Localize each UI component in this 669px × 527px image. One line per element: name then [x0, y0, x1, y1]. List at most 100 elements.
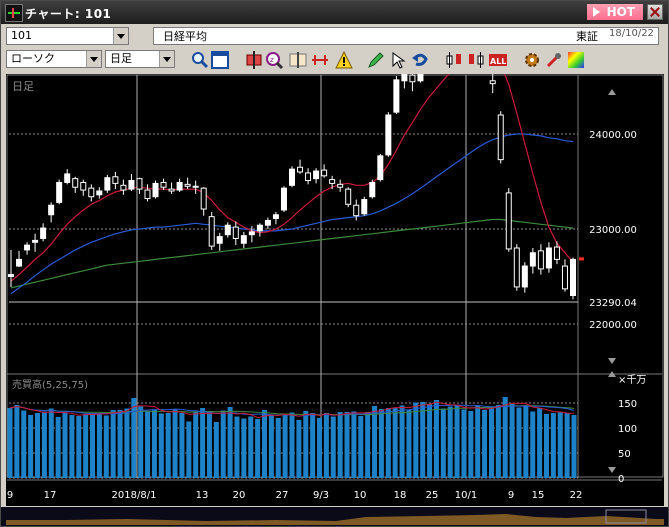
volume-bar [550, 413, 556, 478]
volume-tick-label: 0 [618, 474, 624, 485]
volume-bar [323, 413, 329, 478]
candle-body [497, 114, 504, 161]
search-icon[interactable] [191, 51, 209, 69]
stock-name: 日経平均 [163, 30, 207, 43]
volume-bar [35, 413, 41, 478]
wrench-icon[interactable] [545, 51, 563, 69]
candle-body [24, 244, 31, 251]
close-button[interactable] [647, 4, 663, 20]
color-icon[interactable] [567, 51, 585, 69]
last-price-marker [579, 257, 584, 261]
volume-bar [523, 405, 529, 478]
volume-bar [62, 413, 68, 478]
candle-body [128, 180, 135, 190]
volume-bar [21, 410, 27, 478]
volume-bar [172, 409, 178, 478]
candle-body [321, 169, 328, 177]
volume-tick-label: 100 [618, 424, 637, 435]
candle-body [561, 265, 568, 290]
moving-average-lines [10, 74, 574, 295]
x-tick-label: 18 [394, 490, 407, 501]
chart-type-select[interactable]: ローソク [6, 50, 102, 68]
stock-chart[interactable]: 24000.00 23000.00 22000.00 23290.04 150 100 50… [6, 74, 664, 506]
volume-bar [530, 411, 536, 478]
volume-bar [96, 413, 102, 478]
candle-body [385, 114, 392, 156]
undo-icon[interactable] [411, 51, 429, 69]
volume-bar [454, 405, 460, 478]
crosshair-icon[interactable] [289, 51, 307, 69]
candle-body [272, 214, 279, 220]
candle-body [361, 199, 368, 215]
volume-bar [213, 422, 219, 478]
candle-body [88, 187, 95, 198]
chevron-down-icon[interactable] [159, 51, 174, 67]
volume-bar [516, 407, 522, 478]
hot-button[interactable]: HOT [587, 4, 643, 20]
volume-bars [7, 397, 577, 478]
candle-body [329, 179, 336, 184]
volume-bar [385, 408, 391, 478]
volume-bar [110, 410, 116, 478]
volume-bar [433, 400, 439, 478]
volume-bar [365, 412, 371, 478]
candle-right-icon[interactable] [467, 51, 485, 69]
volume-bar [543, 414, 549, 478]
candle-body [505, 192, 512, 250]
volume-bar [131, 398, 137, 478]
volume-bar [317, 418, 323, 478]
volume-bar [461, 409, 467, 478]
volume-bar [413, 402, 419, 478]
candle-body [104, 177, 111, 191]
chart-canvas[interactable]: 24000.0023000.0022000.0023290.0415010050… [6, 74, 664, 506]
candle-left-icon[interactable] [445, 51, 463, 69]
volume-bar [69, 415, 75, 478]
candle-body [64, 173, 71, 183]
chevron-down-icon[interactable] [113, 28, 128, 44]
drawing-tool-icon[interactable] [245, 51, 263, 69]
x-tick-label: 10/1 [455, 490, 477, 501]
overview-strip[interactable] [6, 508, 664, 525]
ma-short-line [10, 74, 574, 282]
title-bar[interactable]: チャート: 101 HOT [1, 1, 668, 24]
zoom-icon[interactable]: z [265, 51, 283, 69]
volume-tick-label: 150 [618, 399, 637, 410]
period-select[interactable]: 日足 [105, 50, 175, 68]
volume-bar [399, 405, 405, 478]
ruler-icon[interactable] [311, 51, 329, 69]
candle-body [248, 231, 255, 236]
volume-bar [502, 397, 508, 478]
ma-long-line [10, 218, 574, 289]
volume-bar [145, 411, 151, 478]
volume-bar [234, 416, 240, 478]
volume-bar [378, 409, 384, 478]
cursor-icon[interactable] [389, 51, 407, 69]
stock-code-input[interactable]: 101 [6, 27, 129, 45]
candle-body [112, 176, 119, 184]
candle-body [152, 182, 159, 198]
x-tick-label: 25 [426, 490, 439, 501]
warning-icon[interactable] [335, 51, 353, 69]
chevron-down-icon[interactable] [86, 51, 101, 67]
ma-mid-line [10, 133, 574, 295]
candle-body [256, 224, 263, 232]
stock-info-bar [153, 27, 659, 45]
candle-body [224, 224, 231, 236]
market-label: 東証 [576, 30, 598, 43]
pencil-icon[interactable] [367, 51, 385, 69]
volume-bar [268, 415, 274, 478]
scroll-down-icon [608, 467, 616, 473]
candle-body [417, 74, 424, 82]
x-tick-label: 9/3 [313, 490, 329, 501]
candle-body [337, 183, 344, 188]
date-label: 18/10/22 [609, 28, 654, 39]
candle-body [232, 226, 239, 240]
window-icon[interactable] [211, 51, 229, 69]
candle-body [120, 184, 127, 191]
settings-icon[interactable] [523, 51, 541, 69]
volume-bar [41, 411, 47, 478]
candle-body [192, 185, 199, 188]
volume-bar [282, 414, 288, 478]
all-icon[interactable]: ALL [489, 51, 507, 69]
volume-bar [571, 415, 577, 478]
